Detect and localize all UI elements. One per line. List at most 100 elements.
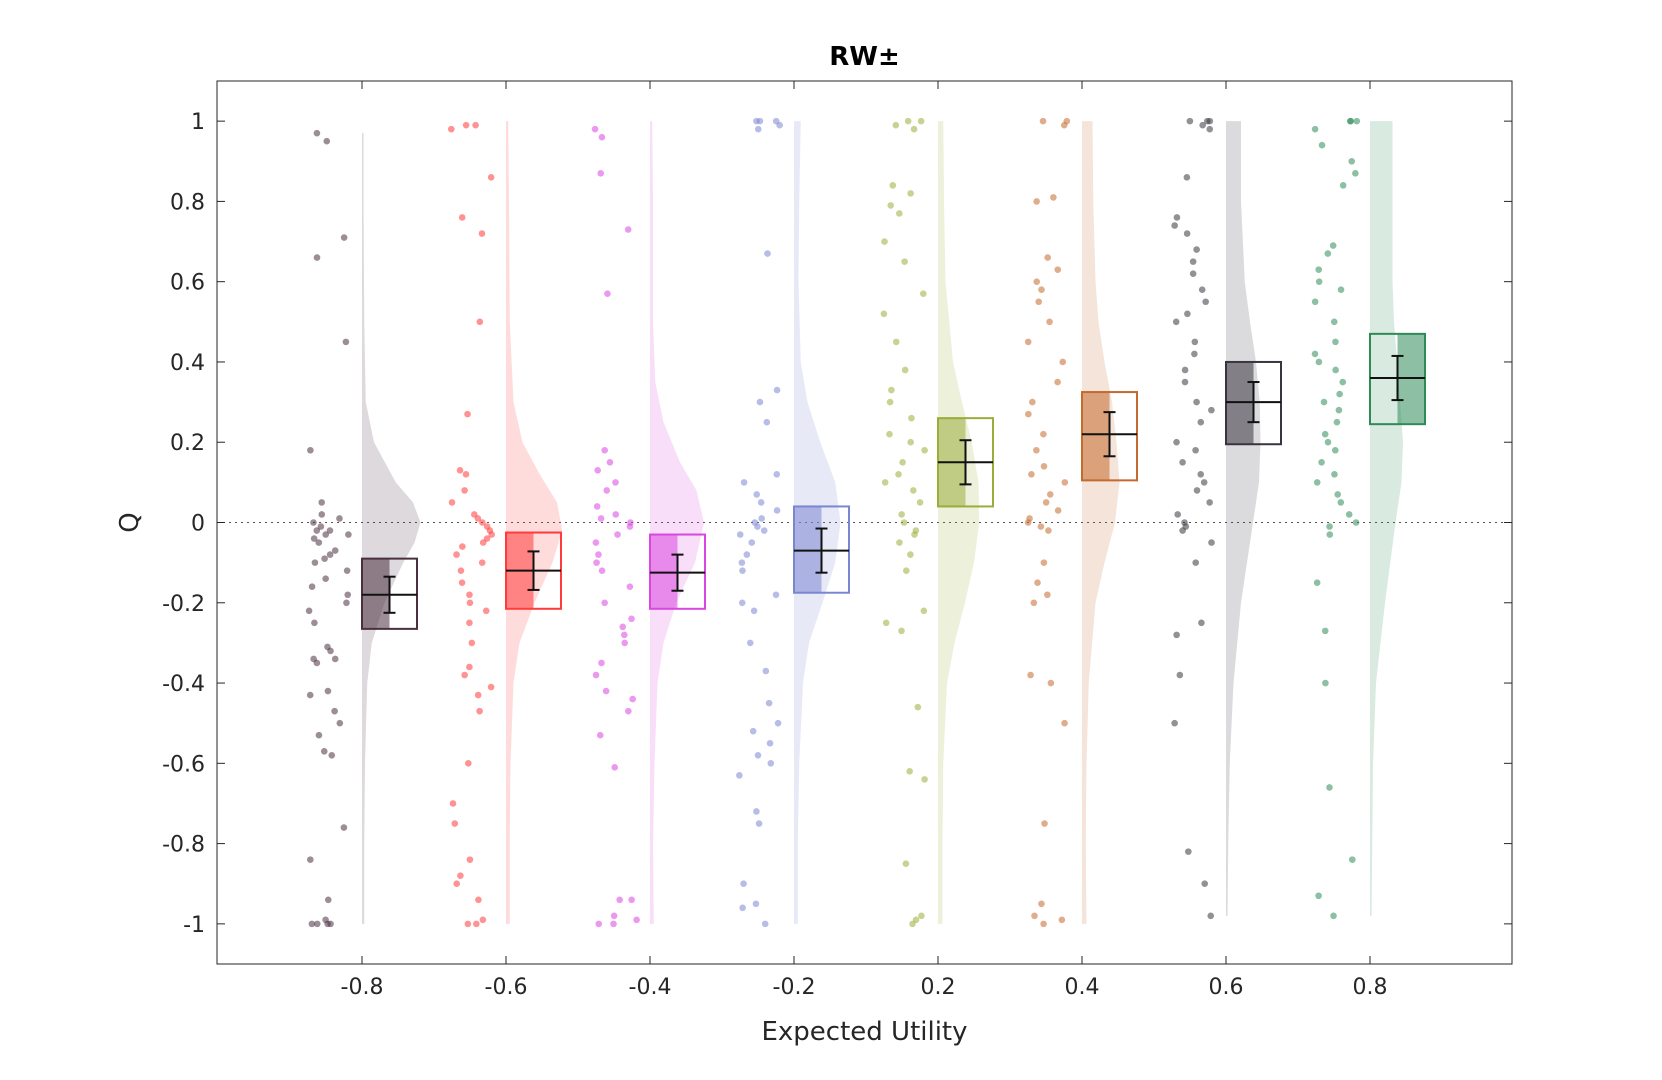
data-point [612, 479, 619, 486]
data-point [1173, 214, 1181, 221]
data-point [1061, 479, 1069, 486]
data-point [461, 487, 468, 494]
data-point [619, 623, 627, 631]
data-point [315, 539, 323, 546]
data-point [749, 727, 757, 735]
data-point [457, 872, 464, 879]
data-point [604, 290, 611, 298]
x-tick-label: -0.4 [629, 975, 672, 1000]
data-point [1061, 719, 1068, 727]
data-point [1027, 671, 1034, 679]
data-point [739, 904, 746, 912]
data-point [305, 607, 313, 615]
x-tick-label: 0.6 [1209, 975, 1244, 1000]
data-point [1320, 398, 1328, 406]
x-tick-label: 0.8 [1353, 975, 1388, 1000]
data-point [756, 117, 764, 125]
data-point [881, 479, 889, 486]
y-tick-label: -0.4 [162, 672, 205, 697]
data-point [611, 764, 619, 771]
data-point [628, 615, 635, 623]
data-point [476, 318, 484, 326]
data-point [596, 731, 604, 739]
data-point [475, 896, 482, 904]
data-point [453, 551, 460, 558]
data-point [910, 125, 918, 133]
data-point [757, 499, 765, 506]
data-point [1207, 912, 1215, 920]
data-point [772, 117, 780, 125]
data-point [468, 639, 476, 647]
box-fill [362, 558, 390, 629]
data-point [889, 182, 897, 189]
data-point [1181, 378, 1189, 386]
data-point [772, 591, 780, 599]
data-point [1322, 679, 1329, 687]
data-point [628, 896, 635, 904]
data-point [308, 583, 316, 591]
data-point [762, 667, 770, 675]
data-point [752, 900, 760, 908]
data-point [597, 170, 605, 177]
data-point [1040, 559, 1048, 566]
data-point [896, 539, 903, 546]
data-point [898, 511, 905, 518]
data-point [327, 920, 334, 928]
data-point [1186, 117, 1194, 125]
data-point [616, 896, 623, 904]
data-point [326, 551, 334, 558]
data-point [1193, 398, 1200, 406]
box-fill [1082, 392, 1110, 481]
y-tick-label: -0.6 [162, 752, 205, 777]
data-point [462, 121, 470, 129]
data-point [466, 591, 473, 599]
data-point [625, 707, 632, 715]
data-point [1059, 358, 1067, 366]
data-point [1198, 619, 1205, 627]
data-point [912, 916, 920, 924]
data-point [1054, 378, 1061, 386]
data-point [1028, 471, 1035, 478]
data-point [331, 655, 339, 663]
group-0.8 [1311, 117, 1426, 920]
data-point [1311, 298, 1319, 306]
data-point [882, 619, 890, 627]
data-point [1054, 507, 1062, 514]
data-point [322, 531, 330, 538]
y-tick-label: 0 [191, 512, 205, 537]
data-point [313, 920, 321, 928]
data-point [331, 547, 339, 554]
data-point [881, 238, 888, 245]
data-point [466, 663, 473, 671]
data-point [1315, 358, 1323, 366]
data-point [1336, 390, 1343, 398]
data-point [748, 539, 756, 546]
data-point [482, 607, 490, 615]
data-point [458, 214, 466, 221]
data-point [750, 607, 758, 615]
y-tick-label: 0.8 [170, 190, 205, 215]
data-point [461, 671, 468, 679]
data-point [738, 559, 746, 566]
data-point [767, 760, 775, 767]
box-outline [361, 557, 418, 630]
data-point [1315, 266, 1323, 273]
data-point [336, 515, 343, 522]
data-point [315, 731, 323, 739]
data-point [343, 599, 350, 607]
data-point [908, 414, 915, 422]
data-point [324, 687, 332, 695]
data-point [1330, 318, 1338, 326]
box-fill [650, 534, 678, 609]
data-point [466, 619, 473, 627]
data-point [633, 916, 640, 924]
data-point [601, 446, 608, 454]
data-point [1191, 350, 1198, 358]
data-point [900, 519, 908, 526]
data-point [738, 599, 746, 607]
data-point [1203, 117, 1211, 125]
data-point [1030, 599, 1038, 607]
data-point [310, 655, 317, 663]
data-point [1191, 338, 1199, 346]
group--0.2 [736, 117, 850, 928]
